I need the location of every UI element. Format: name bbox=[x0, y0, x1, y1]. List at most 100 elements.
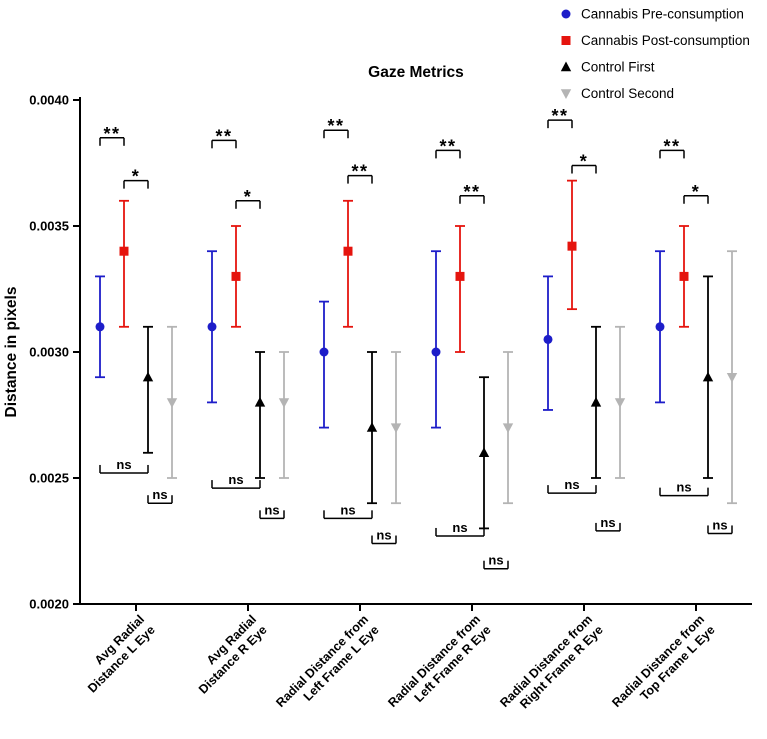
series-circle bbox=[95, 250, 665, 429]
y-tick-label: 0.0035 bbox=[29, 219, 69, 234]
significance-bracket: ** bbox=[547, 106, 573, 129]
significance-bracket: ** bbox=[211, 126, 237, 149]
significance-label: ns bbox=[452, 520, 467, 535]
significance-label: ns bbox=[376, 528, 391, 543]
significance-label: ns bbox=[116, 457, 131, 472]
triangle-down-marker-icon bbox=[614, 398, 626, 408]
circle-marker-icon bbox=[207, 322, 217, 332]
significance-bracket: ns bbox=[211, 472, 261, 489]
legend-label: Cannabis Pre-consumption bbox=[581, 7, 744, 22]
significance-bracket: ns bbox=[547, 477, 597, 494]
significance-bracket: ** bbox=[347, 162, 373, 184]
legend: Cannabis Pre-consumption Cannabis Post-co… bbox=[560, 7, 750, 101]
significance-label: ** bbox=[463, 182, 480, 202]
triangle-down-marker-icon bbox=[726, 373, 738, 383]
series-square bbox=[119, 179, 689, 353]
x-category-label: Avg RadialDistance R Eye bbox=[185, 612, 269, 696]
y-tick-label: 0.0030 bbox=[29, 345, 69, 360]
x-category-label: Radial Distance fromTop Frame L Eye bbox=[609, 612, 717, 720]
significance-label: ** bbox=[351, 162, 368, 182]
significance-label: ns bbox=[488, 553, 503, 568]
legend-label: Cannabis Post-consumption bbox=[581, 33, 750, 48]
square-marker-icon bbox=[679, 271, 689, 281]
legend-item: Cannabis Pre-consumption bbox=[561, 7, 744, 22]
triangle-up-marker-icon bbox=[478, 447, 490, 457]
series-triangle-up bbox=[142, 275, 714, 530]
square-marker-icon bbox=[455, 271, 465, 281]
significance-bracket: * bbox=[683, 182, 709, 204]
y-tick-label: 0.0020 bbox=[29, 597, 69, 612]
square-marker-icon bbox=[567, 241, 577, 251]
significance-bracket: ns bbox=[707, 517, 733, 535]
circle-marker-icon bbox=[561, 9, 571, 19]
legend-label: Control First bbox=[581, 60, 655, 75]
significance-bracket: ns bbox=[483, 553, 509, 570]
legend-item: Control Second bbox=[560, 86, 674, 101]
significance-bracket: ns bbox=[99, 457, 149, 474]
triangle-up-marker-icon bbox=[702, 371, 714, 382]
significance-label: ** bbox=[215, 126, 232, 146]
x-category-label: Avg RadialDistance L Eye bbox=[74, 612, 157, 695]
significance-label: * bbox=[132, 167, 141, 187]
significance-label: ns bbox=[228, 472, 243, 487]
significance-bracket: ns bbox=[259, 502, 285, 520]
triangle-down-marker-icon bbox=[560, 89, 572, 99]
significance-bracket: ** bbox=[459, 182, 485, 204]
circle-marker-icon bbox=[95, 322, 105, 332]
significance-bracket: ** bbox=[659, 136, 685, 159]
y-tick-label: 0.0040 bbox=[29, 93, 69, 108]
significance-bracket: * bbox=[123, 167, 149, 189]
significance-label: * bbox=[580, 152, 589, 172]
significance-label: ns bbox=[712, 517, 727, 532]
significance-bracket: ns bbox=[323, 502, 373, 520]
circle-marker-icon bbox=[655, 322, 665, 332]
significance-bracket: ** bbox=[99, 124, 125, 146]
circle-marker-icon bbox=[431, 347, 441, 357]
significance-bracket: ns bbox=[371, 528, 397, 545]
significance-bracket: ns bbox=[595, 515, 621, 532]
significance-bracket: ns bbox=[147, 487, 173, 504]
significance-label: ** bbox=[327, 116, 344, 136]
chart-generated-content: 0.0020 0.0025 0.0030 0.0035 0.0040 Avg Radial… bbox=[29, 7, 752, 720]
significance-label: ns bbox=[340, 502, 355, 517]
legend-item: Cannabis Post-consumption bbox=[561, 33, 750, 48]
significance-label: * bbox=[244, 187, 253, 207]
y-axis-title: Distance in pixels bbox=[3, 287, 20, 418]
series-triangle-down bbox=[166, 250, 738, 505]
x-category-label: Radial Distance fromLeft Frame R Eye bbox=[385, 612, 493, 720]
triangle-up-marker-icon bbox=[142, 371, 154, 382]
significance-label: ** bbox=[103, 124, 120, 144]
significance-label: ** bbox=[663, 136, 680, 156]
significance-label: ns bbox=[600, 515, 615, 530]
triangle-down-marker-icon bbox=[390, 423, 402, 434]
significance-label: * bbox=[692, 182, 701, 202]
triangle-down-marker-icon bbox=[278, 398, 290, 408]
triangle-up-marker-icon bbox=[254, 396, 266, 407]
legend-label: Control Second bbox=[581, 86, 674, 101]
square-marker-icon bbox=[561, 36, 571, 45]
triangle-up-marker-icon bbox=[590, 396, 602, 407]
significance-bracket: ** bbox=[435, 136, 461, 159]
square-marker-icon bbox=[231, 271, 241, 281]
square-marker-icon bbox=[343, 246, 353, 256]
significance-bracket: ns bbox=[659, 480, 709, 497]
triangle-down-marker-icon bbox=[166, 398, 178, 408]
significance-label: ns bbox=[564, 477, 579, 492]
circle-marker-icon bbox=[319, 347, 329, 357]
significance-label: ns bbox=[152, 487, 167, 502]
x-category-label: Radial Distance fromRight Frame R Eye bbox=[497, 612, 605, 720]
triangle-up-marker-icon bbox=[366, 422, 378, 432]
triangle-down-marker-icon bbox=[502, 423, 514, 434]
triangle-up-marker-icon bbox=[560, 61, 572, 72]
square-marker-icon bbox=[119, 246, 129, 256]
significance-label: ** bbox=[439, 136, 456, 156]
significance-label: ns bbox=[676, 480, 691, 495]
significance-bracket: ** bbox=[323, 116, 349, 139]
significance-label: ** bbox=[551, 106, 568, 126]
chart-title: Gaze Metrics bbox=[368, 64, 464, 81]
y-tick-label: 0.0025 bbox=[29, 471, 69, 486]
significance-bracket: * bbox=[235, 187, 261, 209]
significance-bracket: * bbox=[571, 152, 597, 174]
